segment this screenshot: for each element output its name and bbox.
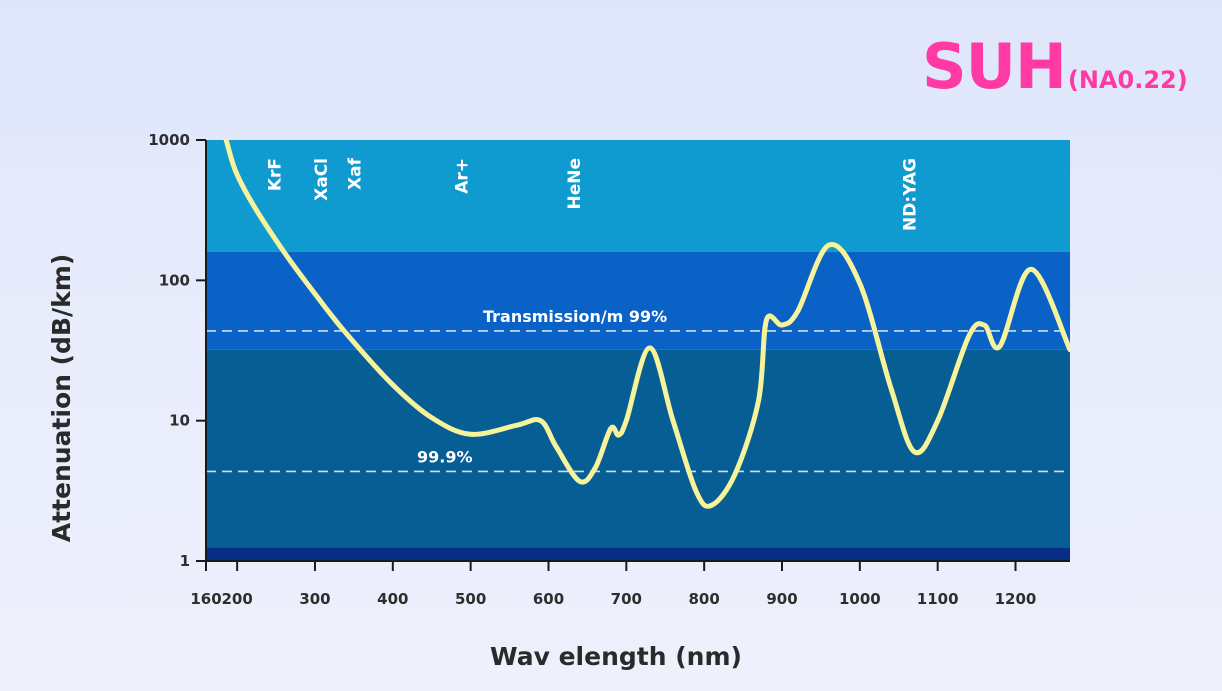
y-tick-label-1: 1 — [180, 552, 190, 570]
axes: 1 10 100 1000 160 200 300 400 500 600 700 800 900 100… — [148, 131, 1070, 608]
band-3 — [206, 547, 1070, 561]
x-tick-label-300: 300 — [299, 590, 330, 608]
background-bands — [206, 140, 1070, 561]
x-tick-label-700: 700 — [611, 590, 642, 608]
brand-title: SUH(NA0.22) — [922, 30, 1188, 103]
laser-label-xaf: Xaf — [346, 157, 366, 190]
x-tick-label-500: 500 — [455, 590, 486, 608]
y-tick-label-100: 100 — [159, 271, 190, 289]
x-tick-label-160: 160 — [190, 590, 221, 608]
brand-main: SUH — [922, 30, 1066, 103]
series-layer — [223, 140, 1070, 509]
transmission-lines: Transmission/m 99% 99.9% — [206, 307, 1070, 473]
attenuation-series-line-0 — [223, 140, 1070, 509]
transmission-label-0: Transmission/m 99% — [483, 307, 667, 326]
laser-label-ar: Ar+ — [452, 158, 472, 194]
band-0 — [206, 140, 1070, 252]
x-tick-label-200: 200 — [221, 590, 252, 608]
band-1 — [206, 251, 1070, 350]
laser-label-ndyag: ND:YAG — [901, 158, 921, 231]
brand-sub: (NA0.22) — [1068, 66, 1188, 94]
y-axis-title: Attenuation (dB/km) — [47, 254, 76, 542]
laser-label-hene: HeNe — [565, 158, 585, 210]
x-tick-label-1100: 1100 — [917, 590, 959, 608]
x-tick-label-600: 600 — [533, 590, 564, 608]
x-axis-title: Wav elength (nm) — [490, 642, 742, 671]
laser-labels: KrF XaCl Xaf Ar+ HeNe ND:YAG — [266, 157, 921, 231]
laser-label-krf: KrF — [266, 158, 286, 191]
x-tick-label-800: 800 — [689, 590, 720, 608]
x-tick-label-900: 900 — [766, 590, 797, 608]
laser-label-xacl: XaCl — [312, 158, 332, 201]
x-tick-label-400: 400 — [377, 590, 408, 608]
y-tick-label-10: 10 — [169, 412, 190, 430]
x-tick-label-1000: 1000 — [839, 590, 881, 608]
x-tick-label-1200: 1200 — [995, 590, 1037, 608]
y-tick-label-1000: 1000 — [148, 131, 190, 149]
transmission-label-1: 99.9% — [417, 447, 473, 466]
